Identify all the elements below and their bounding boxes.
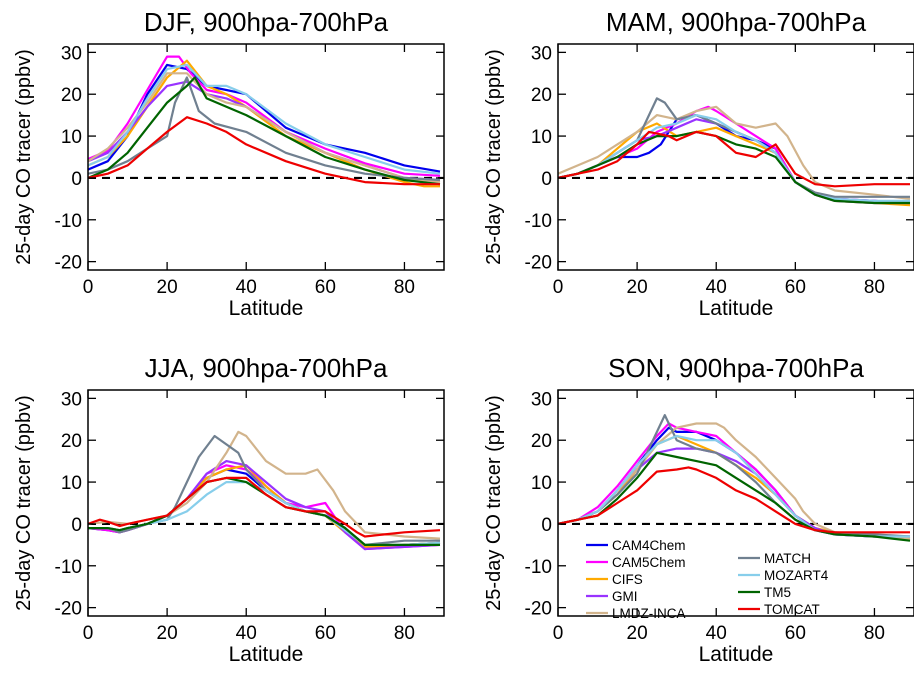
y-tick-label: 30 bbox=[61, 43, 82, 64]
x-axis-label: Latitude bbox=[699, 297, 774, 320]
panel-title: SON, 900hpa-700hPa bbox=[608, 353, 864, 383]
x-tick-label: 40 bbox=[706, 277, 727, 298]
x-tick-label: 80 bbox=[864, 277, 885, 298]
y-tick-label: 30 bbox=[531, 389, 552, 410]
series-line-mozart4 bbox=[558, 434, 910, 538]
y-axis-label: 25-day CO tracer (ppbv) bbox=[483, 395, 505, 611]
series-line-cam5chem bbox=[88, 55, 441, 177]
x-tick-label: 60 bbox=[785, 277, 806, 298]
y-tick-label: 0 bbox=[541, 515, 552, 536]
y-tick-label: 20 bbox=[531, 431, 552, 452]
y-tick-label: -20 bbox=[55, 599, 82, 620]
y-axis-label: 25-day CO tracer (ppbv) bbox=[13, 395, 35, 611]
series-line-tm5 bbox=[88, 476, 440, 547]
series-line-match bbox=[88, 76, 441, 182]
series-line-tomcat bbox=[558, 130, 910, 188]
series-group bbox=[88, 55, 441, 188]
series-line-cam5chem bbox=[88, 464, 441, 551]
y-tick-label: -10 bbox=[55, 557, 82, 578]
plot-frame bbox=[87, 389, 445, 617]
x-tick-label: 0 bbox=[553, 277, 564, 298]
x-tick-label: 20 bbox=[627, 277, 648, 298]
x-tick-label: 60 bbox=[315, 277, 336, 298]
y-tick-label: 10 bbox=[61, 473, 82, 494]
panel-title: DJF, 900hpa-700hPa bbox=[144, 7, 389, 37]
y-tick-label: -20 bbox=[525, 599, 552, 620]
series-line-tomcat bbox=[558, 466, 910, 534]
y-axis-label: 25-day CO tracer (ppbv) bbox=[13, 49, 35, 265]
series-group bbox=[88, 430, 441, 551]
y-tick-label: 20 bbox=[531, 85, 552, 106]
plot-frame bbox=[557, 389, 914, 617]
x-tick-label: 20 bbox=[157, 277, 178, 298]
x-axis-label: Latitude bbox=[229, 297, 304, 320]
y-tick-label: 10 bbox=[61, 127, 82, 148]
x-tick-label: 20 bbox=[627, 623, 648, 644]
panel-title: MAM, 900hpa-700hPa bbox=[606, 7, 867, 37]
series-line-gmi bbox=[88, 460, 441, 551]
x-tick-label: 40 bbox=[236, 623, 257, 644]
y-tick-label: 30 bbox=[531, 43, 552, 64]
panel-3: 0 20 40 60 80 -20 -10 0 10 20 30 JJA, 900hpa-700hPa… bbox=[13, 353, 445, 666]
legend-label-match: MATCH bbox=[764, 551, 811, 566]
x-tick-label: 60 bbox=[315, 623, 336, 644]
legend-label-mozart4: MOZART4 bbox=[764, 568, 829, 583]
legend-label-tm5: TM5 bbox=[764, 585, 791, 600]
series-line-tomcat bbox=[88, 116, 440, 186]
y-tick-label: 0 bbox=[541, 169, 552, 190]
legend-label-cam4chem: CAM4Chem bbox=[612, 538, 686, 553]
panel-4: 0 20 40 60 80 -20 -10 0 10 20 30 SON, 900hpa-700hPa… bbox=[483, 353, 914, 666]
series-line-lmdz-inca bbox=[558, 422, 911, 540]
x-tick-label: 80 bbox=[394, 623, 415, 644]
panel-2: 0 20 40 60 80 -20 -10 0 10 20 30 MAM, 900hpa-700hPa… bbox=[483, 7, 914, 320]
x-tick-label: 0 bbox=[553, 623, 564, 644]
y-tick-label: 30 bbox=[61, 389, 82, 410]
y-tick-label: 10 bbox=[531, 127, 552, 148]
series-line-cifs bbox=[88, 59, 440, 188]
x-tick-label: 40 bbox=[706, 623, 727, 644]
panel-1: 0 20 40 60 80 -20 -10 0 10 20 30 DJF, 900hpa-700hPa… bbox=[13, 7, 445, 320]
x-axis-label: Latitude bbox=[229, 643, 304, 666]
panel-title: JJA, 900hpa-700hPa bbox=[145, 353, 388, 383]
plot-frame bbox=[87, 43, 445, 271]
y-tick-label: -10 bbox=[525, 557, 552, 578]
x-tick-label: 20 bbox=[157, 623, 178, 644]
x-tick-label: 60 bbox=[785, 623, 806, 644]
legend-label-lmdz-inca: LMDZ-INCA bbox=[612, 606, 686, 621]
legend-label-gmi: GMI bbox=[612, 589, 638, 604]
x-tick-label: 80 bbox=[864, 623, 885, 644]
series-group bbox=[558, 97, 911, 207]
y-tick-label: -20 bbox=[525, 253, 552, 274]
series-group bbox=[558, 414, 911, 542]
x-tick-label: 40 bbox=[236, 277, 257, 298]
y-tick-label: -20 bbox=[55, 253, 82, 274]
series-line-tm5 bbox=[88, 76, 441, 186]
legend-label-cifs: CIFS bbox=[612, 572, 643, 587]
legend-label-cam5chem: CAM5Chem bbox=[612, 555, 686, 570]
series-line-tomcat bbox=[88, 476, 441, 538]
y-tick-label: 0 bbox=[71, 169, 82, 190]
series-line-cam4chem bbox=[558, 426, 910, 538]
series-line-cam5chem bbox=[558, 422, 910, 538]
y-tick-label: -10 bbox=[525, 211, 552, 232]
y-tick-label: 20 bbox=[61, 85, 82, 106]
y-axis-label: 25-day CO tracer (ppbv) bbox=[483, 49, 505, 265]
x-tick-label: 0 bbox=[83, 623, 94, 644]
x-tick-label: 80 bbox=[394, 277, 415, 298]
y-tick-label: 20 bbox=[61, 431, 82, 452]
plot-frame bbox=[557, 43, 914, 271]
legend-label-tomcat: TOMCAT bbox=[764, 602, 820, 617]
x-axis-label: Latitude bbox=[699, 643, 774, 666]
y-tick-label: -10 bbox=[55, 211, 82, 232]
series-line-mozart4 bbox=[558, 113, 910, 202]
series-line-lmdz-inca bbox=[88, 72, 441, 184]
series-line-mozart4 bbox=[88, 63, 441, 175]
y-tick-label: 0 bbox=[71, 515, 82, 536]
legend: CAM4Chem CAM5Chem CIFS GMI LMDZ-INCA MATCH MOZ… bbox=[586, 538, 829, 621]
x-tick-label: 0 bbox=[83, 277, 94, 298]
y-tick-label: 10 bbox=[531, 473, 552, 494]
